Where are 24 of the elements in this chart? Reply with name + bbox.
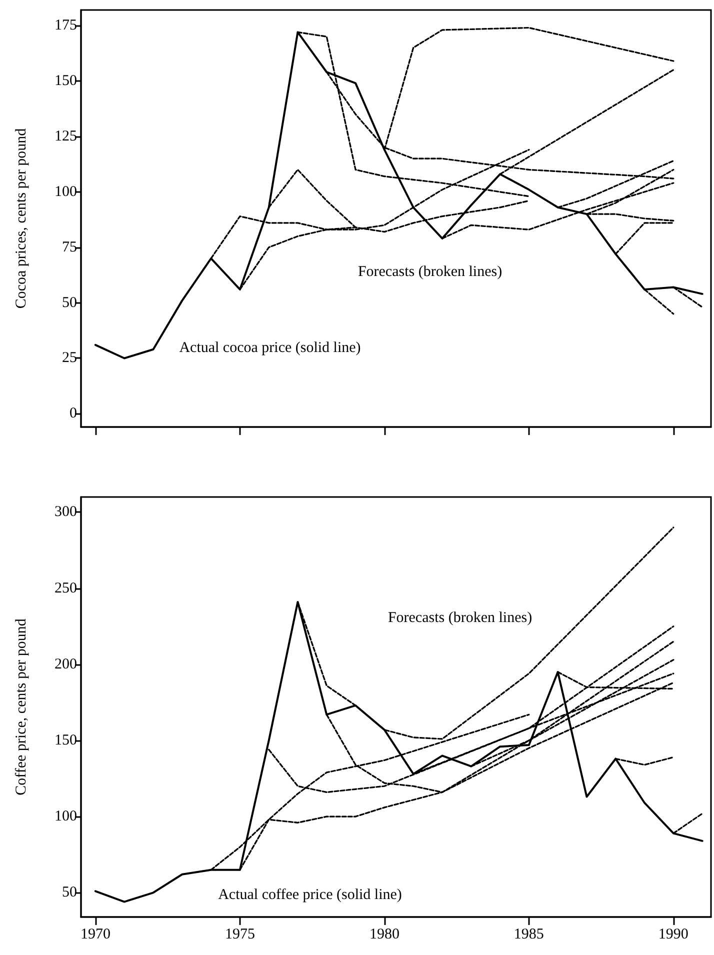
- x-tick-label: 1980: [369, 926, 400, 942]
- y-tick-label: 300: [54, 504, 77, 520]
- y-tick-label: 75: [62, 239, 77, 256]
- y-tick-label: 200: [54, 656, 77, 672]
- x-tick-label: 1990: [658, 926, 688, 942]
- x-tick-label: 1985: [514, 926, 544, 942]
- annotation: Actual cocoa price (solid line): [179, 340, 361, 356]
- y-tick-label: 250: [54, 580, 77, 596]
- y-tick-label: 100: [54, 184, 77, 200]
- x-tick-label: 1975: [224, 926, 255, 942]
- y-axis-title: Coffee price, cents per pound: [14, 618, 30, 796]
- annotation: Forecasts (broken lines): [388, 610, 532, 626]
- annotation: Actual coffee price (solid line): [218, 887, 402, 903]
- y-tick-label: 150: [54, 72, 77, 89]
- y-tick-label: 50: [62, 294, 77, 311]
- x-tick-label: 1970: [80, 926, 110, 942]
- y-tick-label: 100: [54, 808, 77, 825]
- y-tick-label: 125: [54, 128, 77, 144]
- y-tick-label: 175: [54, 18, 77, 34]
- annotation: Forecasts (broken lines): [358, 264, 502, 280]
- y-tick-label: 150: [54, 732, 77, 748]
- y-tick-label: 25: [62, 350, 77, 366]
- y-tick-label: 50: [62, 884, 77, 901]
- y-axis-title: Cocoa prices, cents per pound: [14, 128, 30, 309]
